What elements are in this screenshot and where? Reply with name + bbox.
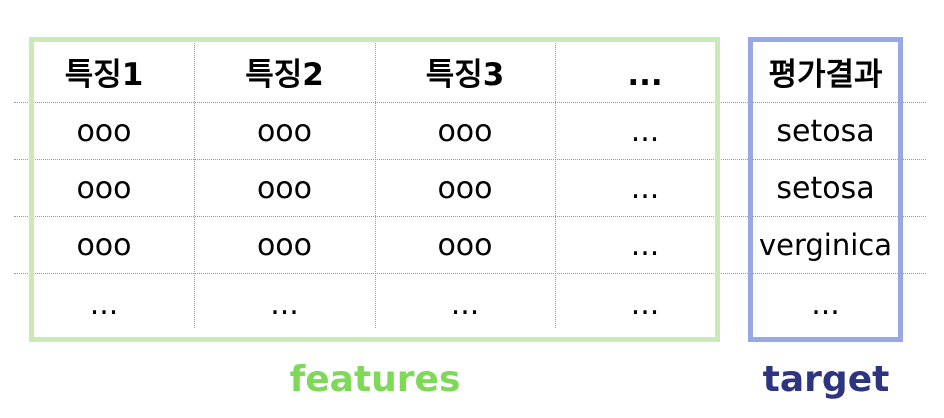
feature-header-1: 특징1 bbox=[64, 57, 144, 93]
feature-cell: ooo bbox=[437, 171, 493, 206]
column-divider bbox=[194, 40, 195, 328]
feature-cell: ... bbox=[630, 114, 660, 149]
feature-cell: ... bbox=[89, 287, 119, 322]
column-divider bbox=[375, 40, 376, 328]
feature-cell: ooo bbox=[256, 114, 313, 149]
feature-header-3: 특징3 bbox=[425, 57, 505, 93]
feature-cell: ... bbox=[630, 171, 660, 206]
target-label: target bbox=[762, 359, 890, 400]
feature-header-more: ... bbox=[627, 57, 663, 93]
feature-cell: ooo bbox=[437, 114, 493, 149]
feature-cell: ... bbox=[630, 287, 660, 322]
feature-cell: ooo bbox=[76, 114, 132, 149]
features-label: features bbox=[289, 359, 461, 400]
target-header: 평가결과 bbox=[768, 57, 883, 93]
row-divider bbox=[14, 159, 926, 160]
target-cell: verginica bbox=[758, 228, 893, 262]
feature-cell: ... bbox=[450, 287, 480, 322]
feature-header-2: 특징2 bbox=[245, 57, 324, 93]
feature-cell: ooo bbox=[76, 228, 132, 263]
features-group-box bbox=[29, 37, 720, 342]
feature-cell: ooo bbox=[437, 228, 493, 263]
feature-cell: ... bbox=[270, 287, 299, 322]
feature-cell: ... bbox=[630, 228, 660, 263]
row-divider bbox=[14, 273, 926, 274]
feature-cell: ooo bbox=[76, 171, 132, 206]
target-cell: setosa bbox=[776, 114, 875, 149]
column-divider bbox=[555, 40, 556, 328]
row-divider bbox=[14, 216, 926, 217]
target-cell: setosa bbox=[776, 171, 875, 206]
feature-cell: ooo bbox=[256, 171, 313, 206]
feature-cell: ooo bbox=[256, 228, 313, 263]
row-divider bbox=[14, 102, 926, 103]
target-cell: ... bbox=[811, 287, 840, 322]
target-group-box bbox=[748, 37, 903, 342]
